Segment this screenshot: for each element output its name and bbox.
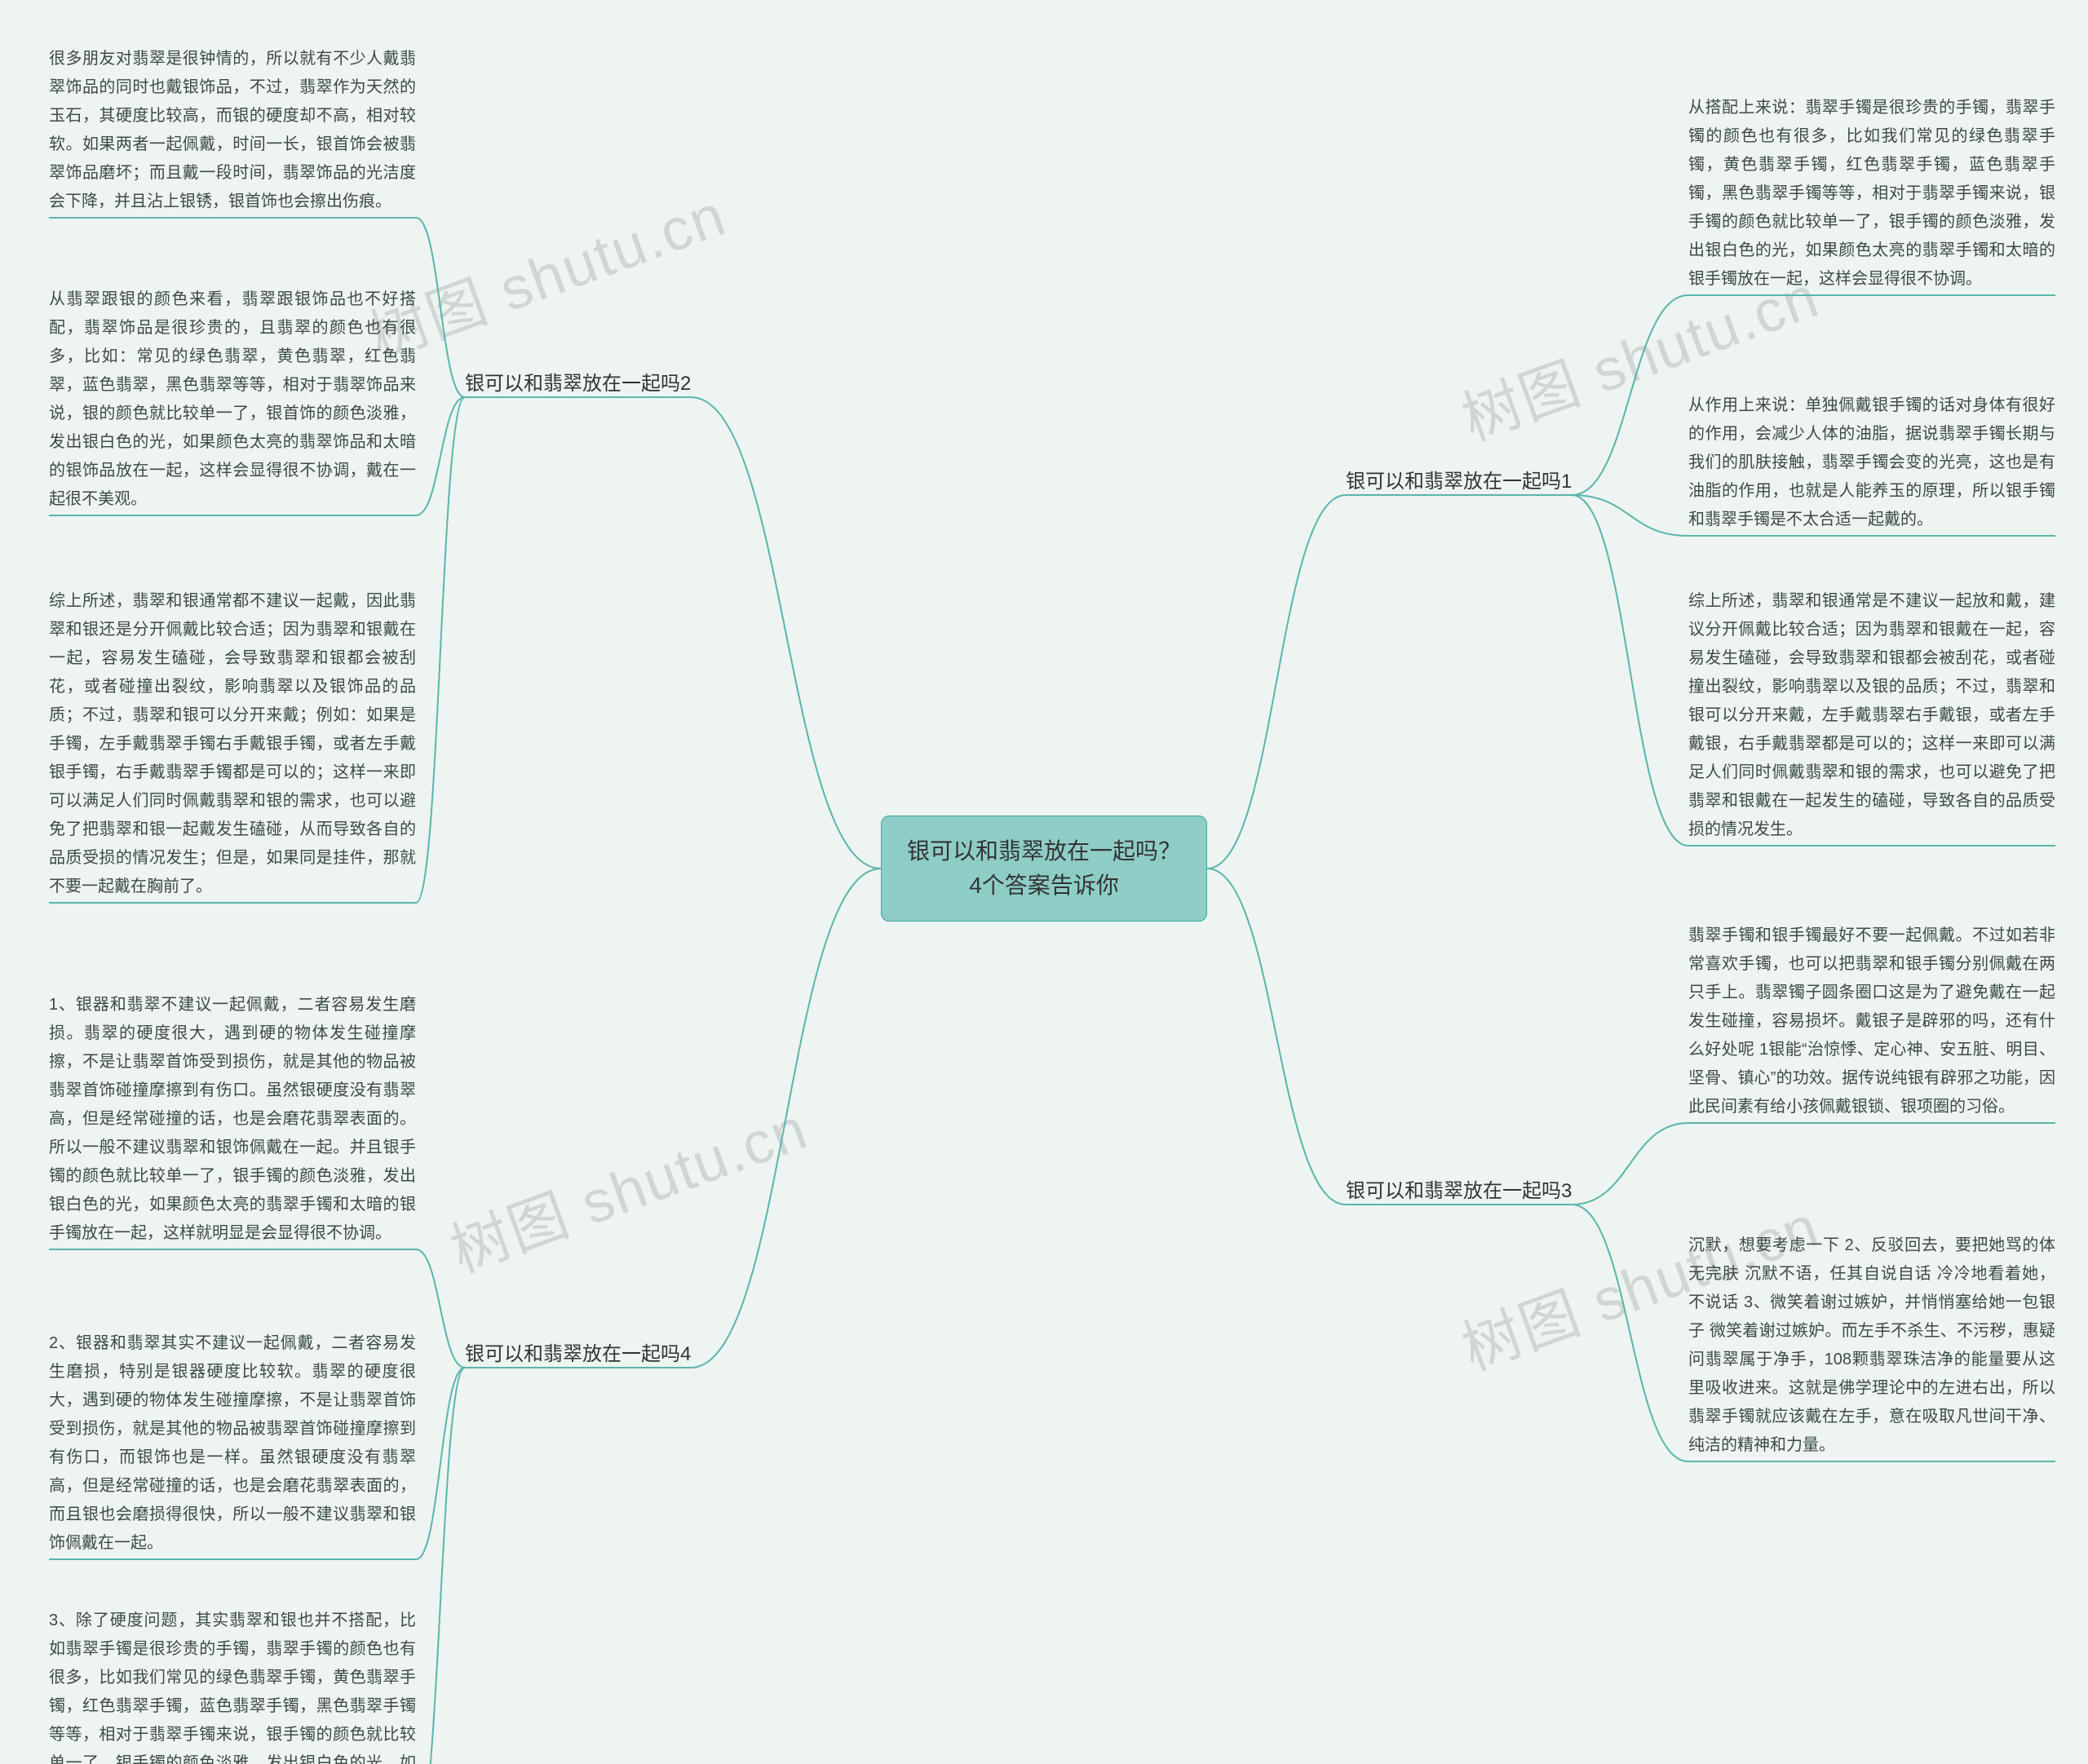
center-node[interactable]: 银可以和翡翠放在一起吗？4个答案告诉你 [881,816,1207,922]
leaf-node: 翡翠手镯和银手镯最好不要一起佩戴。不过如若非常喜欢手镯，也可以把翡翠和银手镯分别… [1688,922,2055,1121]
leaf-node: 综上所述，翡翠和银通常都不建议一起戴，因此翡翠和银还是分开佩戴比较合适；因为翡翠… [49,587,416,901]
leaf-node: 沉默，想要考虑一下 2、反驳回去，要把她骂的体无完肤 沉默不语，任其自说自话 冷… [1688,1231,2055,1460]
leaf-node: 从搭配上来说：翡翠手镯是很珍贵的手镯，翡翠手镯的颜色也有很多，比如我们常见的绿色… [1688,94,2055,294]
mindmap-canvas: 树图 shutu.cn 树图 shutu.cn 树图 shutu.cn 树图 s… [0,0,2088,1764]
watermark: 树图 shutu.cn [437,1081,817,1289]
branch-node-1[interactable]: 银可以和翡翠放在一起吗1 [1346,465,1572,493]
branch-node-4[interactable]: 银可以和翡翠放在一起吗4 [465,1337,691,1366]
leaf-node: 1、银器和翡翠不建议一起佩戴，二者容易发生磨损。翡翠的硬度很大，遇到硬的物体发生… [49,991,416,1248]
leaf-node: 综上所述，翡翠和银通常是不建议一起放和戴，建议分开佩戴比较合适；因为翡翠和银戴在… [1688,587,2055,844]
branch-node-3[interactable]: 银可以和翡翠放在一起吗3 [1346,1174,1572,1203]
leaf-node: 3、除了硬度问题，其实翡翠和银也并不搭配，比如翡翠手镯是很珍贵的手镯，翡翠手镯的… [49,1607,416,1764]
leaf-node: 从翡翠跟银的颜色来看，翡翠跟银饰品也不好搭配，翡翠饰品是很珍贵的，且翡翠的颜色也… [49,285,416,514]
leaf-node: 很多朋友对翡翠是很钟情的，所以就有不少人戴翡翠饰品的同时也戴银饰品，不过，翡翠作… [49,45,416,216]
branch-node-2[interactable]: 银可以和翡翠放在一起吗2 [465,367,691,396]
leaf-node: 从作用上来说：单独佩戴银手镯的话对身体有很好的作用，会减少人体的油脂，据说翡翠手… [1688,391,2055,534]
leaf-node: 2、银器和翡翠其实不建议一起佩戴，二者容易发生磨损，特别是银器硬度比较软。翡翠的… [49,1329,416,1558]
